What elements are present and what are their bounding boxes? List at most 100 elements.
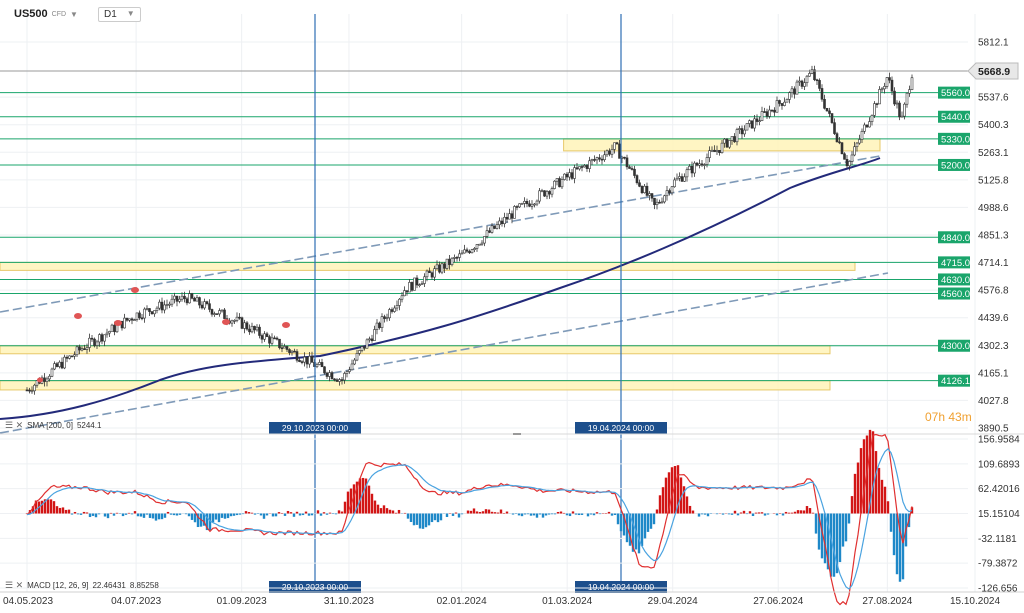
macd-hist-bar: [247, 512, 251, 514]
macd-hist-bar: [424, 513, 428, 528]
candle-body: [265, 333, 269, 337]
candle-body: [380, 316, 384, 328]
level-tag: 4715.0: [941, 258, 970, 269]
macd-hist-bar: [808, 508, 812, 514]
candle-body: [695, 162, 699, 166]
macd-hist-bar: [127, 512, 131, 514]
candle-body: [905, 92, 909, 105]
macd-hist-bar: [478, 511, 482, 514]
candle-body: [215, 313, 219, 315]
timeframe-select[interactable]: D1 ▼: [98, 7, 141, 22]
candle-body: [270, 337, 274, 344]
candle-body: [238, 316, 241, 319]
macd-indicator-label[interactable]: ☰ ✕ MACD [12, 26, 9] 22.46431 8.85258: [5, 580, 159, 591]
vertical-marker-tag: 19.04.2024 00:00: [588, 582, 654, 592]
candle-body: [563, 173, 566, 180]
candle-body: [833, 122, 836, 134]
chevron-down-icon[interactable]: ▼: [70, 9, 78, 19]
trendline-upper[interactable]: [0, 155, 881, 313]
macd-hist-bar: [829, 513, 833, 577]
candle-body: [890, 79, 894, 92]
candle-body: [615, 142, 619, 145]
candle-body: [290, 350, 294, 353]
macd-hist-bar: [664, 477, 668, 514]
candle-body: [750, 120, 754, 129]
macd-hist-bar: [304, 511, 308, 514]
macd-hist-bar: [388, 509, 392, 514]
level-tag: 5440.0: [941, 112, 970, 123]
candle-body: [743, 129, 746, 135]
candle-body: [410, 282, 414, 291]
macd-hist-bar: [529, 513, 533, 516]
symbol-header[interactable]: US500 CFD ▼: [14, 8, 78, 20]
macd-hist-bar: [214, 513, 218, 520]
trendline-lower[interactable]: [0, 272, 889, 434]
macd-hist-bar: [796, 510, 800, 514]
candle-body: [90, 337, 94, 340]
candle-body: [830, 113, 834, 123]
macd-hist-bar: [208, 513, 212, 531]
candle-body: [440, 263, 444, 273]
candle-body: [633, 168, 636, 176]
macd-hist-bar: [628, 513, 632, 546]
candle-body: [858, 139, 861, 144]
candle-body: [245, 322, 249, 330]
date-tick: 29.04.2024: [648, 596, 698, 607]
candle-body: [418, 284, 421, 287]
macd-hist-bar: [277, 512, 281, 514]
macd-hist-bar: [166, 511, 170, 514]
candle-body: [133, 319, 136, 321]
candle-body: [460, 252, 464, 255]
level-tag: 4840.0: [941, 233, 970, 244]
macd-hist-bar: [484, 509, 488, 514]
candle-body: [515, 206, 519, 208]
candle-body: [218, 310, 221, 315]
candle-body: [53, 363, 56, 370]
macd-hist-bar: [283, 513, 287, 516]
candle-body: [550, 188, 554, 195]
macd-hist-bar: [43, 499, 47, 514]
macd-hist-bar: [154, 513, 158, 521]
macd-hist-bar: [496, 512, 500, 514]
candle-body: [610, 149, 614, 155]
candle-body: [340, 379, 344, 381]
candle-body: [770, 109, 774, 112]
zone-rect: [0, 261, 856, 271]
candle-body: [863, 124, 866, 132]
candle-body: [483, 236, 486, 244]
candle-body: [55, 363, 59, 367]
macd-grid: [0, 438, 968, 589]
macd-hist-bar: [454, 512, 458, 514]
macd-hist-bar: [823, 513, 827, 564]
macd-hist-bar: [394, 512, 398, 514]
macd-histogram: [25, 429, 914, 582]
macd-hist-bar: [799, 510, 803, 514]
event-marker: [74, 313, 82, 319]
macd-hist-bar: [613, 513, 617, 515]
candle-body: [690, 165, 694, 174]
candle-body: [438, 264, 441, 273]
macd-hist-bar: [658, 495, 662, 514]
candle-body: [98, 334, 101, 343]
macd-hist-bar: [748, 511, 752, 514]
macd-hist-bar: [238, 513, 242, 515]
candle-body: [113, 324, 116, 333]
macd-hist-bar: [121, 513, 125, 517]
macd-tick: 15.15104: [978, 509, 1020, 520]
candle-body: [853, 146, 856, 156]
candle-body: [343, 373, 346, 381]
macd-hist-bar: [802, 510, 806, 514]
macd-hist-bar: [850, 496, 854, 514]
candle-body: [650, 193, 654, 199]
candle-body: [355, 353, 359, 361]
vertical-marker-tag-bg: [269, 422, 361, 434]
date-tick: 02.01.2024: [437, 596, 487, 607]
candle-body: [395, 305, 399, 309]
macd-tick: -126.656: [978, 584, 1018, 595]
candle-body: [865, 124, 869, 128]
sma-indicator-label[interactable]: ☰ ✕ SMA [200, 0] 5244.1: [5, 420, 101, 431]
macd-hist-bar: [652, 513, 656, 525]
candle-body: [718, 150, 721, 154]
macd-hist-bar: [52, 501, 56, 514]
